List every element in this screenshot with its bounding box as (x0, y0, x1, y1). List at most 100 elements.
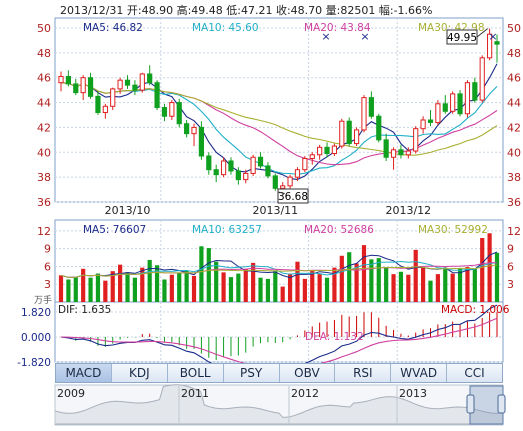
tab-boll[interactable]: BOLL (168, 364, 224, 382)
macd-legend: DEA: 1.132 (305, 331, 364, 343)
volume-bar (287, 273, 293, 302)
vol-ma30-line (60, 264, 498, 278)
tab-obv[interactable]: OBV (280, 364, 336, 382)
y-tick-label: 40 (37, 146, 51, 159)
candle-body (272, 175, 278, 189)
candle-body (110, 88, 116, 107)
volume-bar (265, 278, 271, 302)
candle-body (124, 79, 131, 86)
candle-body (243, 172, 249, 181)
volume-bar (125, 272, 130, 302)
volume-legend: MA5: 76607 (83, 224, 146, 236)
volume-legend: MA10: 63257 (192, 224, 262, 236)
volume-bar (443, 267, 448, 302)
volume-bar (251, 262, 256, 302)
timeline-year: 2012 (291, 387, 319, 400)
high-label: 49.95 (447, 32, 477, 44)
volume-bar (243, 269, 248, 302)
y-tick-label: 44 (507, 97, 521, 110)
volume-bar (361, 245, 367, 302)
candle-body (324, 146, 330, 155)
volume-bar (184, 270, 189, 302)
panel-frame (54, 301, 504, 363)
candle-body (280, 185, 286, 189)
volume-bar (177, 272, 182, 302)
candle-body (383, 139, 389, 158)
volume-bar (465, 267, 470, 302)
volume-bar (347, 252, 352, 302)
y-tick-label: 38 (37, 171, 51, 184)
volume-bar (384, 267, 389, 302)
volume-bar (376, 258, 381, 302)
tab-kdj[interactable]: KDJ (112, 364, 168, 382)
price-legend: MA20: 43.84 (304, 22, 371, 34)
volume-bar (280, 286, 285, 302)
candle-body (487, 33, 493, 59)
volume-bar (73, 277, 78, 302)
low-label: 36.68 (278, 191, 308, 203)
tab-wvad[interactable]: WVAD (391, 364, 448, 382)
tab-rsi[interactable]: RSI (335, 364, 392, 382)
candle-body (161, 107, 168, 117)
y-tick-label: 1.820 (21, 307, 51, 319)
y-tick-label: 9 (507, 243, 514, 256)
candle-body (220, 160, 227, 176)
event-marker: × (488, 30, 497, 43)
volume-bar (450, 273, 455, 302)
volume-bar (258, 277, 263, 302)
candle-body (464, 82, 471, 115)
volume-bar (191, 275, 197, 302)
quote-header: 2013/12/31 开:48.90 高:49.48 低:47.21 收:48.… (60, 4, 433, 17)
tab-psy[interactable]: PSY (224, 364, 280, 382)
volume-bar (480, 238, 485, 302)
volume-bar (398, 271, 404, 302)
ma10-line (60, 82, 498, 175)
timeline-handle-right (497, 394, 506, 414)
candle-body (191, 126, 197, 135)
volume-bar (339, 255, 344, 302)
y-tick-label: 46 (507, 72, 521, 85)
macd-legend: MACD: 1.006 (441, 304, 510, 316)
volume-bar (494, 252, 500, 302)
candle-body (169, 102, 175, 117)
y-tick-label: 36 (37, 196, 51, 209)
volume-bar (140, 267, 145, 302)
candle-body (294, 169, 301, 178)
candle-body (442, 103, 448, 112)
candle-body (317, 146, 323, 156)
volume-bar (457, 268, 463, 302)
y-tick-label: 50 (507, 22, 521, 35)
volume-legend: MA30: 52992 (418, 224, 488, 236)
candle-body (58, 75, 64, 84)
y-tick-label: 3 (44, 278, 51, 291)
volume-bar (413, 249, 418, 302)
volume-bar (95, 273, 101, 302)
volume-bar (324, 277, 330, 302)
y-tick-label: 38 (507, 171, 521, 184)
volume-bar (332, 267, 337, 302)
candle-body (346, 120, 352, 145)
event-marker: × (360, 30, 369, 43)
candle-body (309, 154, 315, 159)
y-tick-label: 12 (37, 225, 51, 238)
volume-bar (310, 270, 315, 302)
candle-body (80, 77, 86, 94)
timeline-area (54, 384, 504, 425)
candle-body (331, 145, 338, 155)
candle-body (198, 126, 205, 157)
x-tick-label: 2013/10 (105, 204, 151, 217)
tab-cci[interactable]: CCI (464, 366, 485, 380)
volume-bar (421, 267, 426, 302)
candle-body (147, 73, 153, 84)
y-tick-label: 9 (44, 243, 51, 256)
candle-body (287, 176, 293, 187)
y-tick-label: 48 (507, 47, 521, 60)
tab-macd[interactable]: MACD (56, 364, 112, 382)
candle-body (339, 120, 345, 147)
candle-body (361, 97, 367, 131)
volume-bar (354, 263, 359, 302)
timeline-handle-left (466, 394, 475, 414)
volume-bar (132, 277, 137, 302)
volume-bar (391, 274, 396, 302)
volume-bar (214, 261, 219, 302)
